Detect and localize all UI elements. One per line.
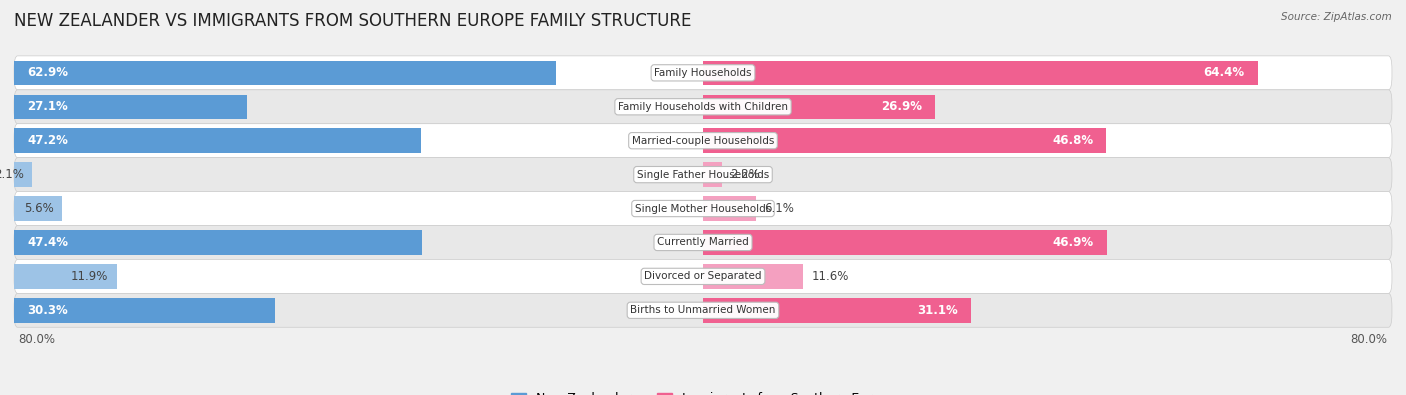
Text: Divorced or Separated: Divorced or Separated — [644, 271, 762, 281]
Bar — [703, 230, 1107, 255]
Text: 46.9%: 46.9% — [1053, 236, 1094, 249]
Text: 31.1%: 31.1% — [917, 304, 957, 317]
Text: Currently Married: Currently Married — [657, 237, 749, 247]
Bar — [703, 196, 755, 221]
Bar — [14, 128, 420, 153]
Bar — [14, 60, 555, 85]
Bar — [14, 264, 117, 289]
Bar — [703, 94, 935, 119]
Text: 2.1%: 2.1% — [0, 168, 24, 181]
Text: Family Households: Family Households — [654, 68, 752, 78]
Text: 30.3%: 30.3% — [27, 304, 67, 317]
Bar — [14, 298, 276, 323]
Text: Births to Unmarried Women: Births to Unmarried Women — [630, 305, 776, 315]
Bar — [14, 162, 32, 187]
Text: 46.8%: 46.8% — [1052, 134, 1092, 147]
FancyBboxPatch shape — [14, 90, 1392, 124]
Text: 64.4%: 64.4% — [1204, 66, 1244, 79]
Text: 26.9%: 26.9% — [880, 100, 922, 113]
Bar — [703, 128, 1107, 153]
FancyBboxPatch shape — [14, 56, 1392, 90]
Text: Family Households with Children: Family Households with Children — [619, 102, 787, 112]
Text: 11.9%: 11.9% — [70, 270, 108, 283]
Bar — [703, 162, 721, 187]
Text: 5.6%: 5.6% — [24, 202, 53, 215]
Text: Single Father Households: Single Father Households — [637, 169, 769, 180]
Bar — [703, 298, 970, 323]
Text: NEW ZEALANDER VS IMMIGRANTS FROM SOUTHERN EUROPE FAMILY STRUCTURE: NEW ZEALANDER VS IMMIGRANTS FROM SOUTHER… — [14, 12, 692, 30]
Text: Single Mother Households: Single Mother Households — [636, 203, 770, 214]
Text: Married-couple Households: Married-couple Households — [631, 136, 775, 146]
Bar — [703, 264, 803, 289]
FancyBboxPatch shape — [14, 260, 1392, 293]
FancyBboxPatch shape — [14, 293, 1392, 327]
Text: 27.1%: 27.1% — [27, 100, 67, 113]
FancyBboxPatch shape — [14, 124, 1392, 158]
Legend: New Zealander, Immigrants from Southern Europe: New Zealander, Immigrants from Southern … — [506, 387, 900, 395]
Text: Source: ZipAtlas.com: Source: ZipAtlas.com — [1281, 12, 1392, 22]
Text: 62.9%: 62.9% — [27, 66, 67, 79]
FancyBboxPatch shape — [14, 226, 1392, 260]
Text: 47.4%: 47.4% — [27, 236, 67, 249]
Bar — [14, 196, 62, 221]
Text: 80.0%: 80.0% — [1351, 333, 1388, 346]
FancyBboxPatch shape — [14, 158, 1392, 192]
Bar — [14, 230, 422, 255]
Text: 6.1%: 6.1% — [763, 202, 794, 215]
Text: 11.6%: 11.6% — [811, 270, 849, 283]
Bar — [703, 60, 1257, 85]
Text: 47.2%: 47.2% — [27, 134, 67, 147]
Text: 80.0%: 80.0% — [18, 333, 55, 346]
Text: 2.2%: 2.2% — [731, 168, 761, 181]
Bar — [14, 94, 247, 119]
FancyBboxPatch shape — [14, 192, 1392, 226]
